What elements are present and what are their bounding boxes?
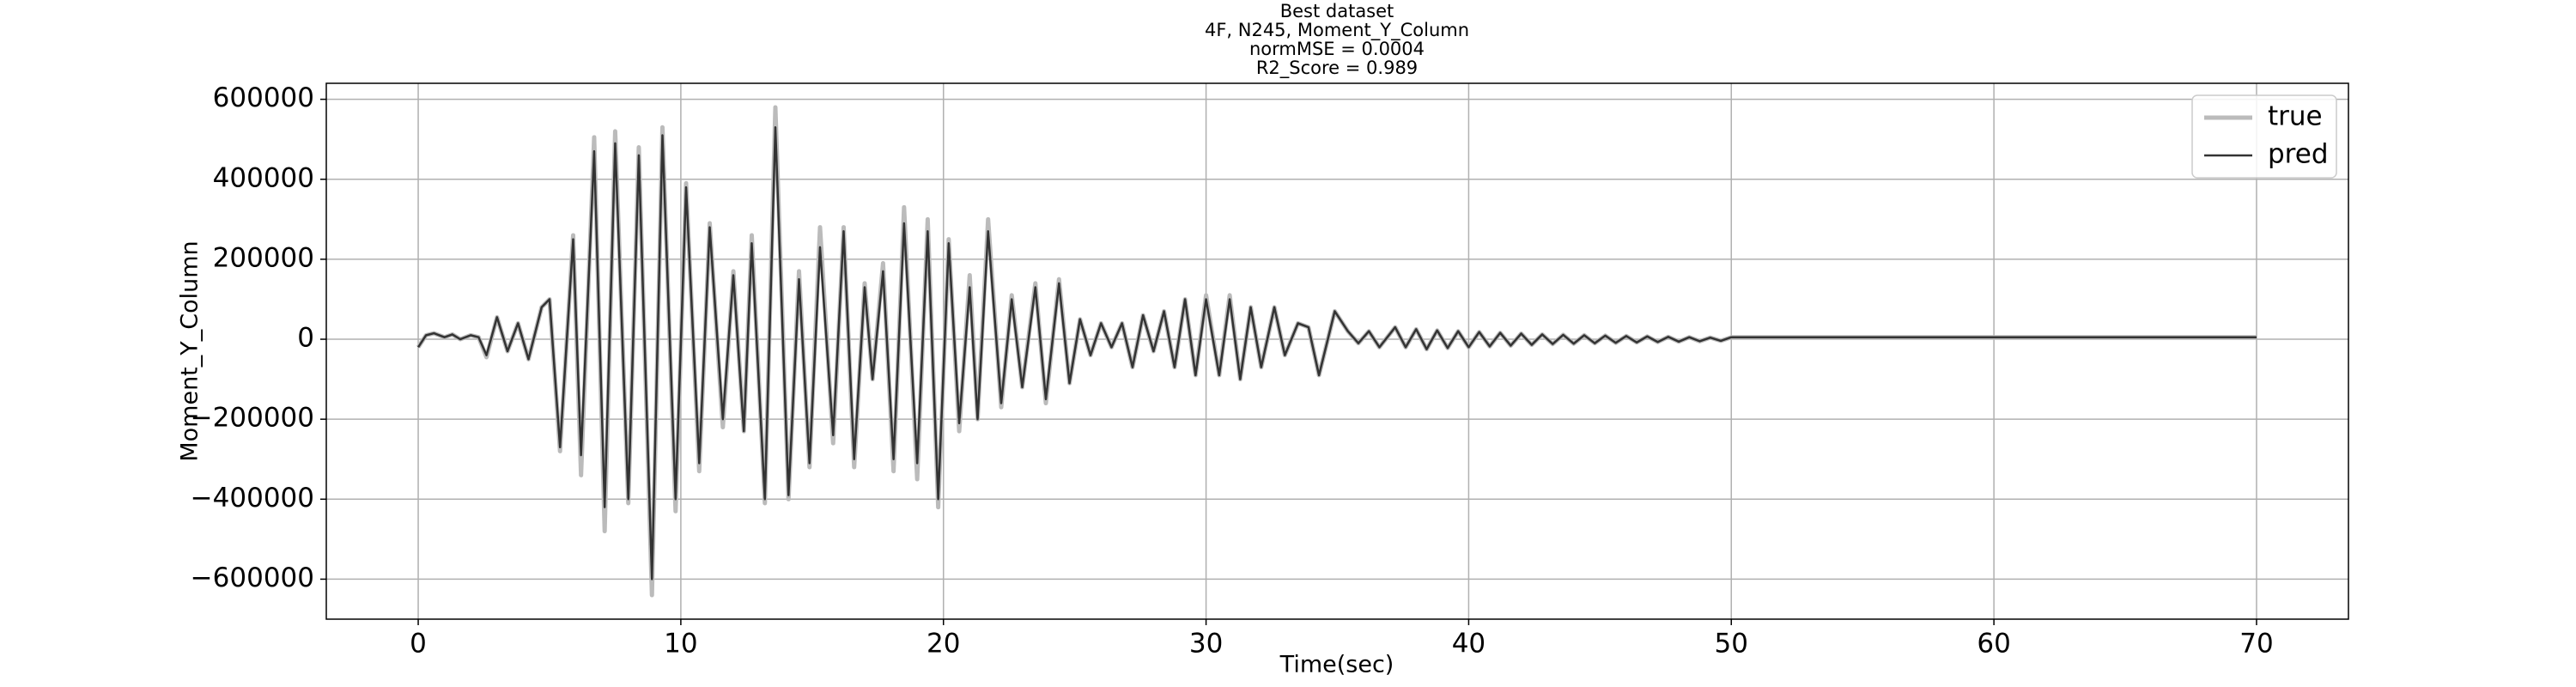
x-tick-label: 40 xyxy=(1452,629,1485,660)
series-line xyxy=(417,125,2257,581)
x-tick-label: 0 xyxy=(410,629,427,660)
x-tick-label: 60 xyxy=(1977,629,2010,660)
x-axis-label: Time(sec) xyxy=(1279,652,1394,678)
chart-title: 4F, N245, Moment_Y_Column xyxy=(1205,20,1469,41)
y-tick-label: 400000 xyxy=(213,162,314,193)
x-tick-label: 70 xyxy=(2239,629,2273,660)
plot-frame xyxy=(325,82,2349,620)
legend-label: pred xyxy=(2268,139,2329,170)
y-axis-label: Moment_Y_Column xyxy=(177,240,204,461)
y-tick-label: −200000 xyxy=(191,403,314,434)
y-tick-label: −600000 xyxy=(191,562,314,593)
y-tick-label: 600000 xyxy=(213,82,314,113)
x-tick-label: 30 xyxy=(1189,629,1223,660)
chart-title: R2_Score = 0.989 xyxy=(1256,58,1418,79)
chart-title: Best dataset xyxy=(1280,1,1394,21)
x-tick-label: 10 xyxy=(664,629,697,660)
y-tick-label: 0 xyxy=(297,323,314,354)
legend-label: true xyxy=(2268,101,2323,132)
x-tick-label: 20 xyxy=(927,629,960,660)
chart-title: normMSE = 0.0004 xyxy=(1249,39,1425,59)
y-tick-label: −400000 xyxy=(191,483,314,514)
x-tick-label: 50 xyxy=(1715,629,1748,660)
y-tick-label: 200000 xyxy=(213,242,314,273)
